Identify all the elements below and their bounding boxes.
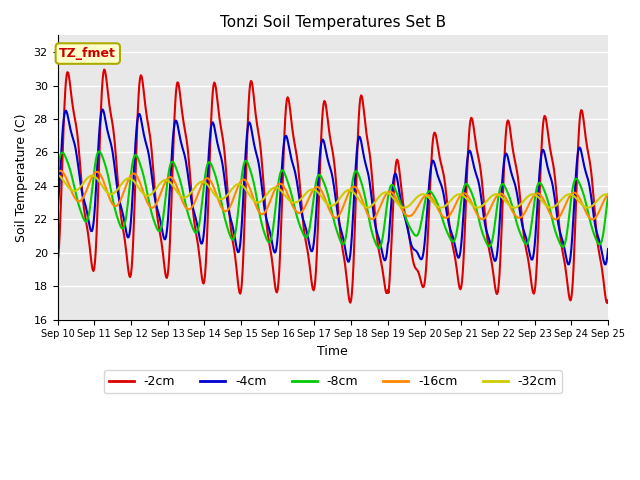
-4cm [325,161,333,167]
Title: Tonzi Soil Temperatures Set B: Tonzi Soil Temperatures Set B [220,15,446,30]
-4cm [199,238,207,244]
-4cm [379,251,387,256]
-8cm [199,192,207,198]
-16cm [54,169,61,175]
-8cm [175,174,183,180]
-2cm [604,300,611,306]
-32cm [432,203,440,208]
Line: -2cm: -2cm [58,70,608,303]
-8cm [380,231,387,237]
-8cm [375,245,383,251]
-4cm [175,130,183,136]
-32cm [604,192,612,197]
Y-axis label: Soil Temperature (C): Soil Temperature (C) [15,113,28,242]
Legend: -2cm, -4cm, -8cm, -16cm, -32cm: -2cm, -4cm, -8cm, -16cm, -32cm [104,370,562,393]
-16cm [379,198,387,204]
-16cm [556,215,563,220]
Line: -32cm: -32cm [58,175,608,208]
-2cm [175,84,183,90]
-32cm [324,202,332,207]
-16cm [433,204,440,209]
Line: -4cm: -4cm [58,109,608,264]
-4cm [54,209,61,215]
-2cm [433,137,440,143]
-8cm [604,193,612,199]
Line: -16cm: -16cm [58,171,608,219]
-16cm [175,190,183,195]
-2cm [100,67,108,72]
-8cm [95,148,102,154]
-16cm [552,216,560,222]
-32cm [554,200,562,206]
-4cm [601,262,609,267]
-4cm [99,107,106,112]
-8cm [325,196,333,202]
-16cm [199,180,207,185]
-2cm [199,279,207,285]
-32cm [378,191,385,197]
-8cm [54,168,61,174]
-32cm [175,191,182,196]
-2cm [54,261,61,266]
-16cm [604,191,612,197]
-2cm [325,127,333,132]
-32cm [438,205,445,211]
-4cm [554,221,562,227]
-16cm [325,206,333,212]
-2cm [554,212,562,218]
Line: -8cm: -8cm [58,151,608,248]
Text: TZ_fmet: TZ_fmet [60,47,116,60]
-4cm [604,246,612,252]
X-axis label: Time: Time [317,345,348,358]
-16cm [57,168,65,174]
-8cm [556,239,563,244]
-32cm [54,172,61,178]
-8cm [434,201,442,206]
-32cm [198,179,206,184]
-2cm [604,298,612,303]
-2cm [379,266,387,272]
-4cm [433,169,440,175]
